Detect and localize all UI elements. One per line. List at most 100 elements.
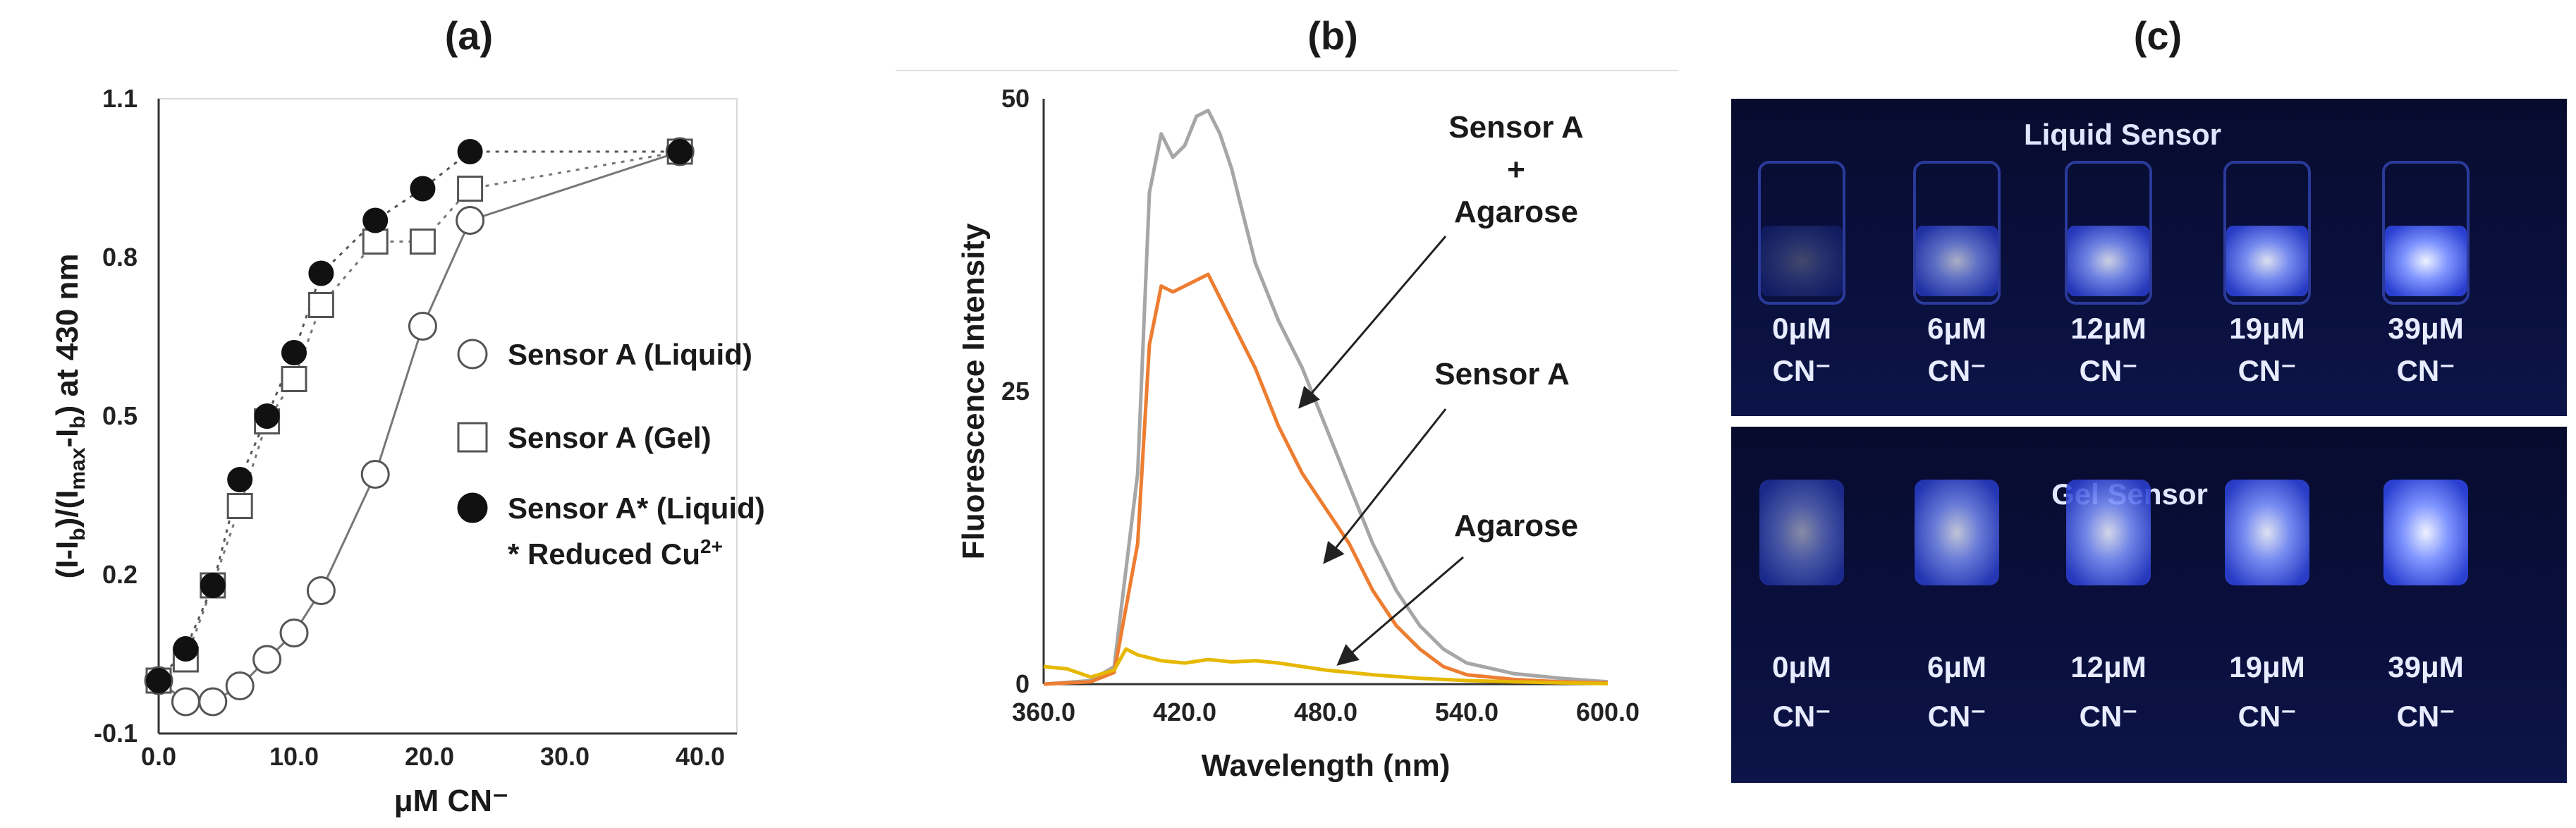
a-point-liquid	[306, 576, 336, 605]
vial-conc-label: 19μM	[2229, 312, 2305, 345]
vial-glow	[1915, 480, 1999, 585]
gel-vial: 19μM CN⁻	[2225, 480, 2309, 733]
panel-b-series-layer	[1043, 109, 1609, 686]
vial-ion-label: CN⁻	[2397, 354, 2455, 387]
panel-a-plot-frame	[158, 98, 738, 734]
vial-conc-label: 39μM	[2388, 312, 2463, 345]
vial-ion-label: CN⁻	[2397, 700, 2455, 733]
vial-ion-label: CN⁻	[2080, 700, 2138, 733]
panel-b: (b) 0 25 50 360.0 420.0 480.0 540.0 600.…	[896, 13, 1678, 783]
vial-ion-label: CN⁻	[1928, 700, 1986, 733]
gel-vial: 39μM CN⁻	[2383, 480, 2468, 733]
annotation-sensor-a-agarose-plus: +	[1507, 152, 1525, 187]
vial-glass	[2065, 161, 2152, 305]
a-point-liquid	[171, 687, 200, 717]
b-xtick-label: 360.0	[1012, 698, 1075, 726]
vial-ion-label: CN⁻	[1773, 354, 1831, 387]
annotation-arrow	[1298, 236, 1447, 409]
vial-ion-label: CN⁻	[2238, 700, 2297, 733]
panel-b-label: (b)	[1307, 13, 1358, 58]
a-point-liquid	[198, 687, 228, 717]
annotation-sensor-a-agarose-line1: Sensor A	[1448, 110, 1584, 145]
a-point-reduced	[410, 176, 436, 202]
vial-conc-label: 6μM	[1927, 312, 1986, 345]
a-point-reduced	[146, 668, 171, 693]
a-xtick-label: 10.0	[269, 742, 319, 771]
vial-conc-label: 12μM	[2070, 650, 2146, 683]
vial-glow	[1759, 480, 1844, 585]
b-xtick-label: 600.0	[1576, 698, 1640, 726]
legend-label: Sensor A (Liquid)	[508, 338, 752, 371]
legend-label: Sensor A (Gel)	[508, 421, 712, 454]
vial-conc-label: 0μM	[1772, 650, 1831, 683]
a-xtick-label: 20.0	[405, 742, 454, 771]
legend-label: Sensor A* (Liquid)	[508, 492, 765, 525]
a-point-gel	[307, 292, 334, 318]
annotation-arrow	[1336, 556, 1464, 666]
vial-conc-label: 12μM	[2070, 312, 2146, 345]
b-series-line-2	[1043, 647, 1609, 686]
liquid-sensor-photo: Liquid Sensor 0μM CN⁻ 6μM CN⁻ 12μM CN⁻ 19μM CN⁻…	[1731, 99, 2567, 416]
vial-conc-label: 0μM	[1772, 312, 1831, 345]
panel-a-legend: Sensor A (Liquid) Sensor A (Gel) Sensor …	[457, 338, 765, 571]
a-point-reduced	[254, 403, 280, 429]
b-ytick-label: 50	[1001, 84, 1030, 113]
liquid-vial: 6μM CN⁻	[1913, 161, 2001, 387]
vial-conc-label: 6μM	[1927, 650, 1986, 683]
panel-b-x-ticks: 360.0 420.0 480.0 540.0 600.0	[1012, 698, 1640, 726]
panel-a-y-ticks: -0.1 0.2 0.5 0.8 1.1	[94, 84, 138, 748]
a-ytick-label: 0.5	[102, 401, 138, 430]
a-point-gel	[226, 493, 253, 519]
a-point-reduced	[227, 467, 253, 492]
vial-glass	[2382, 161, 2470, 305]
b-xtick-label: 480.0	[1294, 698, 1357, 726]
legend-marker-circle-filled	[457, 492, 488, 523]
a-point-reduced	[362, 207, 389, 233]
liquid-vial: 12μM CN⁻	[2065, 161, 2152, 387]
a-point-gel	[362, 229, 389, 255]
legend-marker-square-open	[457, 422, 488, 453]
gel-vial: 0μM CN⁻	[1759, 480, 1844, 733]
panel-b-y-ticks: 0 25 50	[1001, 84, 1030, 698]
gel-vial: 6μM CN⁻	[1915, 480, 1999, 733]
gel-vial: 12μM CN⁻	[2066, 480, 2151, 733]
vial-glow	[2225, 480, 2309, 585]
annotation-sensor-a-agarose-line2: Agarose	[1454, 195, 1578, 229]
vial-glass	[2223, 161, 2311, 305]
vial-glow	[1761, 226, 1843, 296]
annotation-arrow	[1323, 408, 1447, 564]
a-ytick-label: 0.8	[102, 243, 138, 272]
vial-glow	[2226, 226, 2308, 296]
gel-vial-row: 0μM CN⁻ 6μM CN⁻ 12μM CN⁻ 19μM CN⁻ 39μM CN⁻	[1759, 480, 2468, 733]
a-xtick-label: 40.0	[676, 742, 725, 771]
annotation-agarose: Agarose	[1454, 509, 1578, 543]
liquid-vial: 19μM CN⁻	[2223, 161, 2311, 387]
a-ytick-label: 0.2	[102, 560, 138, 589]
liquid-vial: 39μM CN⁻	[2382, 161, 2470, 387]
a-point-gel	[409, 229, 436, 255]
a-point-reduced	[173, 636, 199, 662]
vial-glass	[1758, 161, 1845, 305]
vial-ion-label: CN⁻	[1773, 700, 1831, 733]
panel-c-label: (c)	[2134, 13, 2182, 58]
a-point-reduced	[457, 139, 483, 164]
a-point-liquid	[252, 645, 282, 674]
vial-ion-label: CN⁻	[2080, 354, 2138, 387]
vial-glass	[1913, 161, 2001, 305]
liquid-vial-row: 0μM CN⁻ 6μM CN⁻ 12μM CN⁻ 19μM CN⁻ 39μM CN⁻	[1758, 161, 2470, 387]
vial-glow	[1916, 226, 1998, 296]
a-point-gel	[281, 366, 307, 392]
panel-a-label: (a)	[445, 13, 493, 58]
a-point-liquid	[456, 206, 485, 235]
vial-ion-label: CN⁻	[1928, 354, 1986, 387]
b-series-line-0	[1043, 109, 1609, 686]
b-series-line-1	[1043, 272, 1609, 686]
a-point-liquid	[408, 312, 437, 341]
vial-glow	[2068, 226, 2149, 296]
panel-b-x-axis-label: Wavelength (nm)	[1202, 748, 1451, 783]
panel-b-annotations: Sensor A + Agarose Sensor A Agarose	[1298, 110, 1584, 666]
a-point-reduced	[667, 139, 693, 164]
panel-c: (c) Liquid Sensor 0μMCN⁻6μMCN⁻12μMCN⁻19μ…	[1731, 13, 2567, 783]
legend-marker-circle-open	[457, 339, 488, 370]
